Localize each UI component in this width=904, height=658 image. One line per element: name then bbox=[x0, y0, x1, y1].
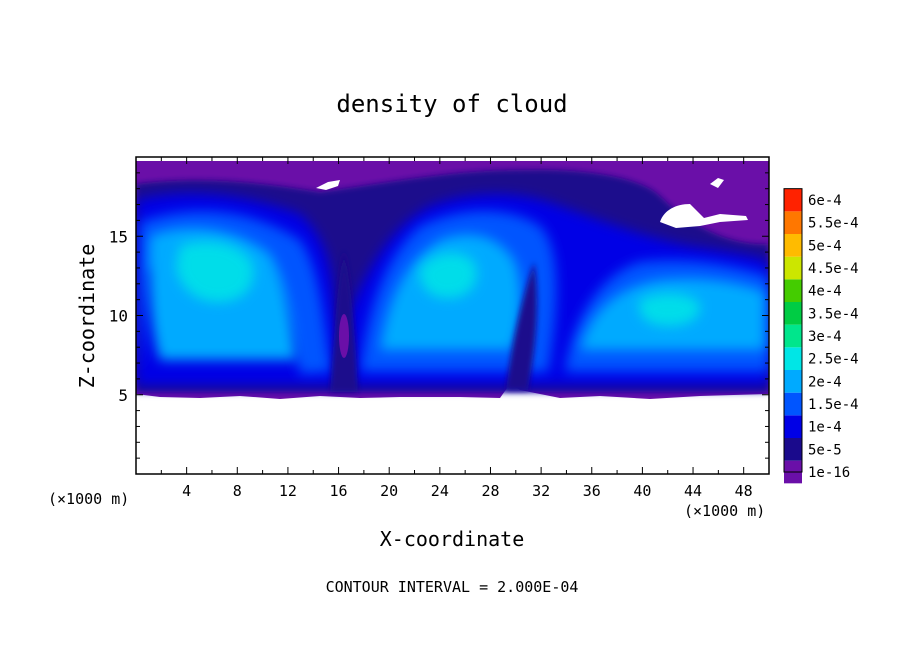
colorbar-swatch bbox=[784, 415, 802, 438]
y-tick-label: 10 bbox=[109, 307, 128, 326]
colorbar-swatch bbox=[784, 370, 802, 393]
y-tick-label: 5 bbox=[118, 386, 128, 405]
colorbar-swatch bbox=[784, 211, 802, 234]
x-tick-label: 12 bbox=[279, 482, 297, 500]
chart-title: density of cloud bbox=[336, 90, 567, 118]
cloud-gap-top-strip bbox=[136, 157, 769, 161]
colorbar-swatch bbox=[784, 347, 802, 370]
cloud-gap-right bbox=[660, 204, 748, 228]
colorbar-frame bbox=[783, 188, 803, 473]
colorbar-label: 5e-5 bbox=[808, 442, 842, 458]
colorbar-label: 1e-16 bbox=[808, 465, 850, 481]
colorbar-swatch bbox=[784, 302, 802, 325]
x-tick-label: 16 bbox=[330, 482, 348, 500]
x-unit-label-right: (×1000 m) bbox=[684, 502, 765, 520]
colorbar-swatch bbox=[784, 324, 802, 348]
colorbar-swatch bbox=[784, 279, 802, 302]
colorbar-label: 3e-4 bbox=[808, 329, 842, 345]
colorbar-label: 2e-4 bbox=[808, 374, 842, 390]
x-tick-label: 24 bbox=[431, 482, 449, 500]
plume-x16-core bbox=[339, 314, 349, 358]
cloud-gap-top-b bbox=[710, 178, 724, 188]
x-axis-ticks: 4 8 12 16 20 24 28 32 36 40 44 48 bbox=[160, 157, 753, 500]
y-axis-ticks: 5 10 15 bbox=[109, 172, 769, 459]
colorbar-swatch bbox=[784, 256, 802, 280]
colorbar-swatch bbox=[784, 438, 802, 461]
cloud-layer-cyan bbox=[176, 241, 701, 326]
x-axis-label: X-coordinate bbox=[380, 527, 525, 551]
x-tick-label: 28 bbox=[481, 482, 499, 500]
x-tick-label: 8 bbox=[233, 482, 242, 500]
colorbar-label: 6e-4 bbox=[808, 193, 842, 209]
colorbar-swatch bbox=[784, 188, 802, 212]
colorbar-swatch bbox=[784, 234, 802, 257]
colorbar: 1e-16 5e-5 1e-4 1.5e-4 2e-4 2.5e-4 3e-4 3.5e-4 4… bbox=[783, 188, 859, 484]
x-tick-label: 36 bbox=[583, 482, 601, 500]
colorbar-label: 2.5e-4 bbox=[808, 352, 859, 368]
x-tick-label: 40 bbox=[633, 482, 651, 500]
cloud-density-field bbox=[136, 157, 769, 474]
colorbar-label: 4e-4 bbox=[808, 284, 842, 300]
colorbar-label: 1.5e-4 bbox=[808, 397, 859, 413]
x-tick-label: 4 bbox=[182, 482, 191, 500]
colorbar-label: 3.5e-4 bbox=[808, 306, 859, 322]
colorbar-swatch bbox=[784, 392, 802, 416]
x-tick-label: 32 bbox=[532, 482, 550, 500]
plume-x30 bbox=[506, 262, 537, 390]
x-tick-label: 44 bbox=[684, 482, 702, 500]
x-unit-label-left: (×1000 m) bbox=[48, 490, 129, 508]
colorbar-label: 4.5e-4 bbox=[808, 261, 859, 277]
x-tick-label: 20 bbox=[380, 482, 398, 500]
colorbar-label: 1e-4 bbox=[808, 420, 842, 436]
colorbar-label: 5.5e-4 bbox=[808, 216, 859, 232]
y-axis-label: Z-coordinate bbox=[75, 244, 99, 389]
colorbar-label: 5e-4 bbox=[808, 238, 842, 254]
cloud-gap-top-a bbox=[316, 180, 340, 190]
y-tick-label: 15 bbox=[109, 227, 128, 246]
x-tick-label: 48 bbox=[735, 482, 753, 500]
contour-interval-note: CONTOUR INTERVAL = 2.000E-04 bbox=[326, 578, 579, 596]
